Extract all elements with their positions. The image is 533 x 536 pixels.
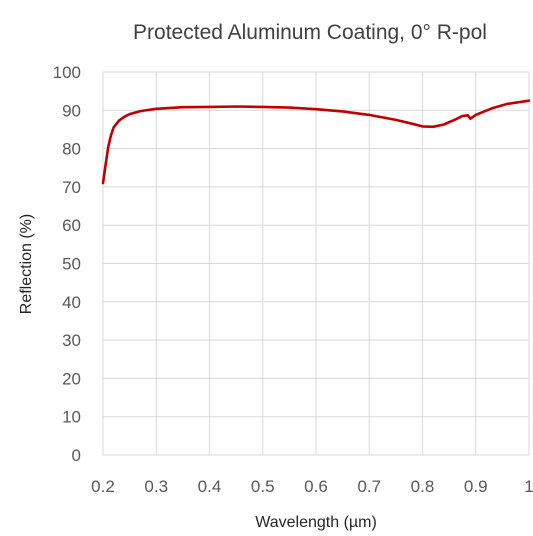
x-tick-label: 0.9 [464,477,488,496]
x-tick-label: 0.5 [251,477,275,496]
y-tick-label: 100 [53,63,81,82]
x-axis-label: Wavelength (µm) [255,514,377,531]
y-axis-label: Reflection (%) [18,214,35,314]
y-tick-label: 80 [62,140,81,159]
y-tick-label: 60 [62,216,81,235]
x-tick-label: 0.2 [91,477,115,496]
series-line [101,99,531,185]
chart-title: Protected Aluminum Coating, 0° R-pol [133,21,487,44]
x-tick-label: 0.6 [304,477,328,496]
y-tick-label: 90 [62,101,81,120]
y-tick-labels: 0 10 20 30 40 50 60 70 80 90 100 [53,63,81,465]
grid-lines [102,71,530,456]
x-tick-label: 0.7 [357,477,381,496]
x-tick-label: 0.8 [411,477,435,496]
y-tick-label: 40 [62,293,81,312]
x-tick-label: 0.3 [144,477,168,496]
y-tick-label: 0 [72,446,81,465]
y-tick-label: 30 [62,331,81,350]
y-tick-label: 70 [62,178,81,197]
y-tick-label: 10 [62,408,81,427]
series-layer [101,99,531,185]
x-tick-label: 1 [524,477,533,496]
y-tick-label: 20 [62,369,81,388]
x-tick-labels: 0.2 0.3 0.4 0.5 0.6 0.7 0.8 0.9 1 [91,477,533,496]
y-tick-label: 50 [62,255,81,274]
x-tick-label: 0.4 [198,477,222,496]
